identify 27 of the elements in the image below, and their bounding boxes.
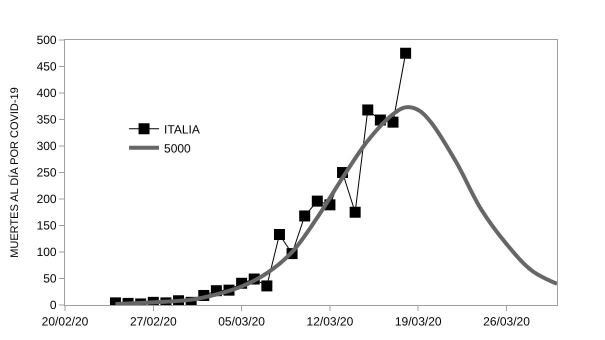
x-tick-label: 12/03/20 <box>306 314 354 328</box>
x-tick-label: 27/02/20 <box>130 314 177 328</box>
x-tick-label: 26/03/20 <box>483 314 530 328</box>
y-tick-label: 450 <box>36 60 57 74</box>
point <box>274 229 285 240</box>
y-tick-label: 0 <box>50 298 57 312</box>
y-tick-label: 400 <box>36 86 57 100</box>
x-tick-label: 20/02/20 <box>42 314 89 328</box>
point <box>312 196 323 207</box>
y-tick-label: 150 <box>36 218 57 233</box>
x-tick-label: 05/03/20 <box>218 314 266 328</box>
x-tick-label: 19/03/20 <box>394 314 442 328</box>
y-axis-title: MUERTES AL DÍA POR COVID-19 <box>8 87 22 258</box>
y-tick-label: 300 <box>36 139 57 154</box>
y-tick-label: 250 <box>36 166 57 180</box>
point <box>400 48 412 59</box>
y-tick-label: 200 <box>36 192 57 206</box>
point <box>299 210 310 222</box>
y-tick-label: 50 <box>43 272 57 286</box>
y-tick-label: 100 <box>36 245 57 260</box>
point <box>362 104 374 116</box>
legend-label: ITALIA <box>164 122 200 136</box>
point <box>350 206 361 218</box>
y-tick-label: 350 <box>36 112 57 127</box>
point <box>261 280 272 292</box>
y-tick-label: 500 <box>36 33 57 48</box>
legend-label: 5000 <box>164 141 192 156</box>
